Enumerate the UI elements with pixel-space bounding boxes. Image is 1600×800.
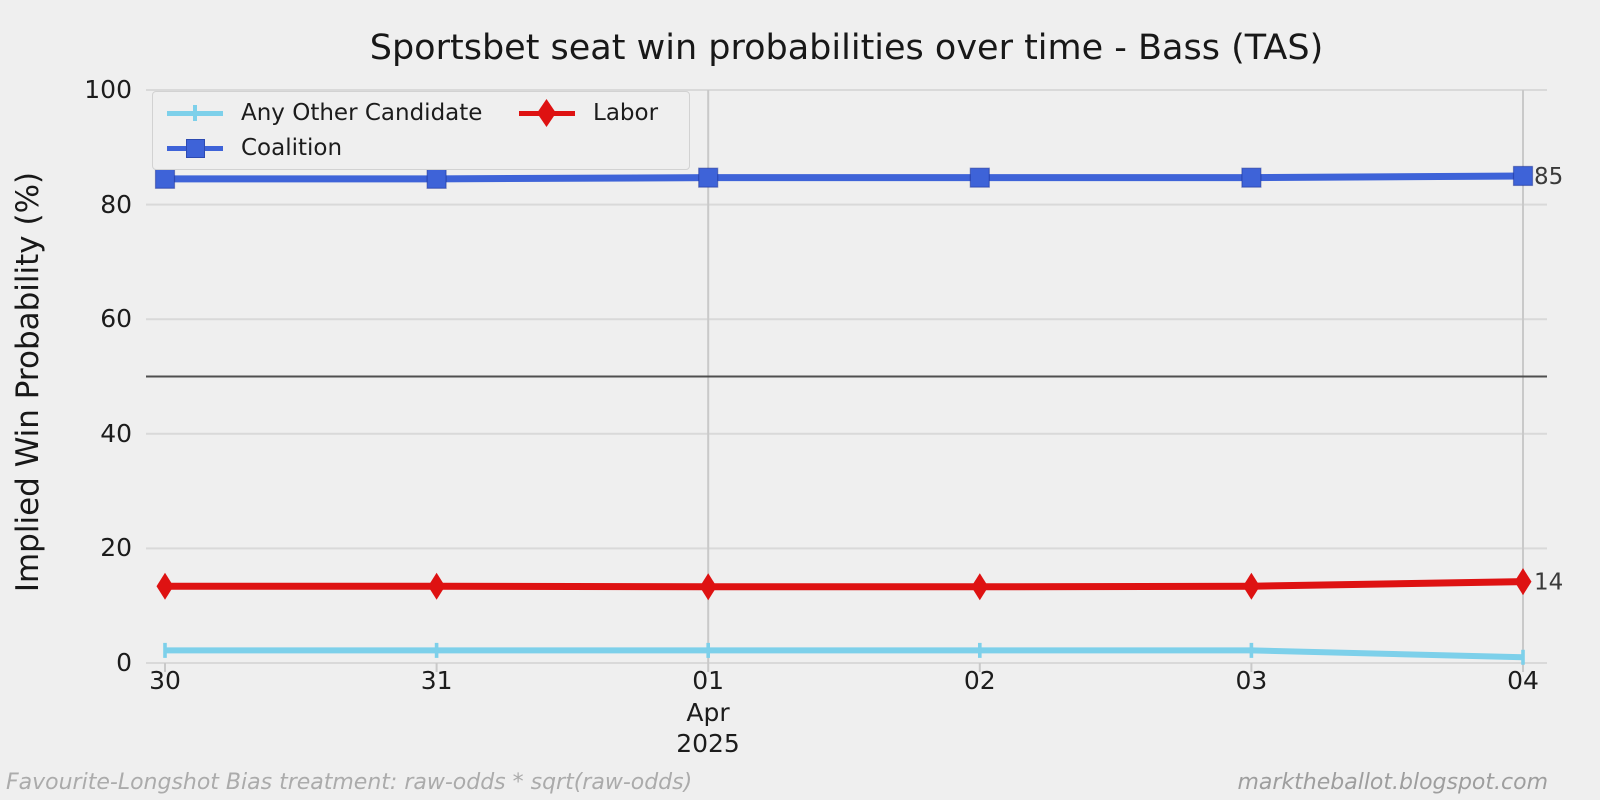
series-line-any-other-candidate [165,647,1524,661]
marker-labor [156,572,174,600]
marker-labor [1242,572,1260,600]
x-tick-label-03: 03 [1235,666,1268,695]
marker-coalition [969,167,990,188]
y-tick-label-0: 0 [116,648,132,677]
series-line-labor [165,578,1524,591]
marker-coalition [1241,167,1262,188]
y-tick-label-80: 80 [100,189,132,219]
watermark-blog-url: marktheballot.blogspot.com [1237,770,1548,795]
x-axis-year-label: 2025 [676,729,740,758]
legend-item-any-other-candidate: Any Other Candidate [167,96,482,130]
end-value-label-coalition: 85 [1534,164,1563,190]
end-value-label-labor: 14 [1534,570,1563,596]
marker-labor [1514,568,1532,596]
x-tick-label-01: 01 [692,666,725,695]
legend-item-labor: Labor [519,96,658,130]
bias-treatment-note: Favourite-Longshot Bias treatment: raw-o… [6,770,693,795]
x-tick-label-31: 31 [420,666,453,695]
y-tick-label-40: 40 [100,418,132,448]
y-tick-label-100: 100 [84,75,132,104]
marker-coalition [698,167,719,188]
marker-coalition [154,168,176,189]
marker-labor [428,572,446,600]
x-axis-month-label: Apr [686,698,730,727]
legend: Any Other Candidate Coalition Labor [152,91,690,170]
marker-labor [971,573,989,601]
legend-label-labor: Labor [593,100,659,126]
legend-label-coalition: Coalition [241,135,343,161]
chart-title: Sportsbet seat win probabilities over ti… [369,28,1324,68]
y-tick-label-60: 60 [100,304,132,334]
legend-item-coalition: Coalition [167,131,342,165]
y-tick-label-20: 20 [100,533,132,563]
x-tick-label-30: 30 [149,666,181,695]
coalition-line-square-icon [167,133,223,163]
marker-labor [699,573,717,601]
y-axis-label: Implied Win Probability (%) [10,171,46,593]
x-tick-label-04: 04 [1507,666,1539,695]
x-tick-label-02: 02 [963,666,996,695]
any-other-candidate-line-plus-icon [167,98,223,128]
labor-line-diamond-icon [519,98,575,128]
marker-coalition [1512,165,1534,187]
series-line-coalition [165,172,1524,183]
legend-label-any-other-candidate: Any Other Candidate [241,100,483,126]
marker-coalition [426,168,447,189]
